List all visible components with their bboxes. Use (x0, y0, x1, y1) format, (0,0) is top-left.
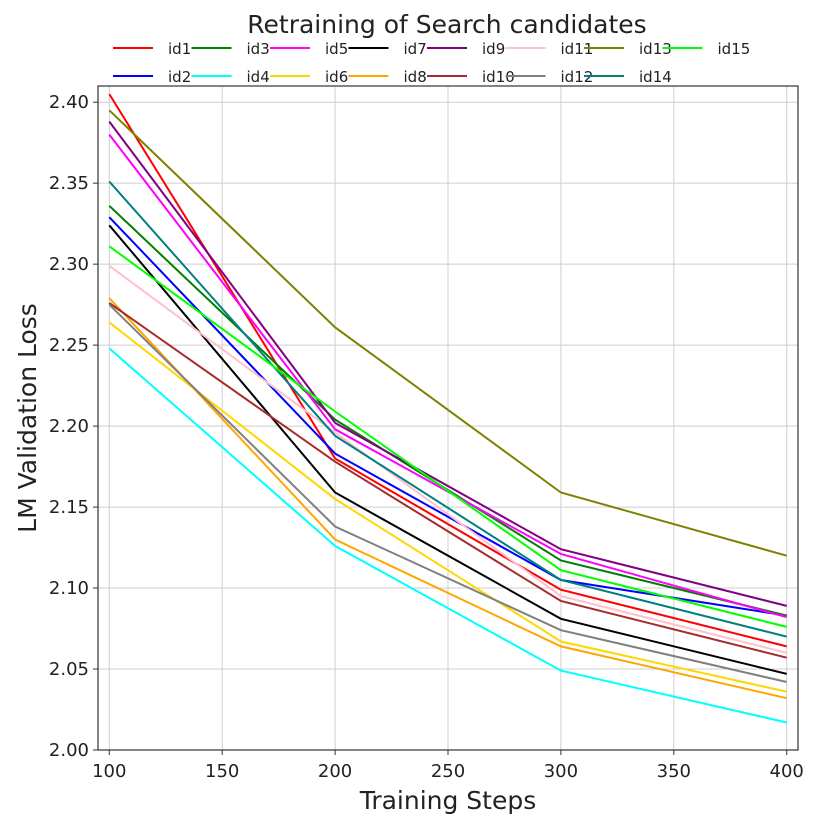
legend-label: id12 (561, 68, 594, 86)
y-tick-label: 2.30 (49, 254, 89, 275)
legend-label: id7 (404, 40, 427, 58)
x-tick-label: 100 (92, 761, 126, 782)
series-line-id13 (108, 109, 787, 557)
legend-item-id12: id12 (505, 68, 594, 86)
legend-item-id7: id7 (348, 40, 427, 58)
x-tick-label: 200 (318, 761, 352, 782)
x-tick-label: 250 (431, 761, 465, 782)
legend-item-id3: id3 (191, 40, 270, 58)
y-tick-label: 2.35 (49, 173, 89, 194)
series-line-id1 (108, 93, 787, 648)
y-axis-ticks: 2.00 2.05 2.10 2.15 2.20 2.25 2.30 2.35 2.40 (49, 92, 98, 761)
y-tick-label: 2.00 (49, 740, 89, 761)
legend-label: id9 (482, 40, 505, 58)
series-line-id10 (108, 302, 787, 659)
legend-item-id10: id10 (427, 68, 515, 86)
legend: id1 id2 id3 id4 id5 id6 id7 id8 id9 id10 id11 id12 i… (113, 40, 750, 86)
legend-label: id1 (168, 40, 191, 58)
legend-label: id2 (168, 68, 191, 86)
x-axis-label: Training Steps (359, 786, 537, 815)
legend-item-id2: id2 (113, 68, 191, 86)
series-line-id12 (108, 303, 787, 683)
legend-item-id1: id1 (113, 40, 191, 58)
legend-label: id5 (325, 40, 348, 58)
legend-label: id13 (639, 40, 672, 58)
x-tick-label: 400 (770, 761, 804, 782)
legend-item-id11: id11 (505, 40, 594, 58)
legend-label: id11 (561, 40, 594, 58)
series-line-id14 (108, 180, 787, 638)
legend-label: id14 (639, 68, 672, 86)
y-tick-label: 2.15 (49, 497, 89, 518)
y-tick-label: 2.20 (49, 416, 89, 437)
series-line-id9 (108, 121, 787, 607)
series-lines (108, 93, 787, 724)
x-tick-label: 150 (205, 761, 239, 782)
y-tick-label: 2.05 (49, 659, 89, 680)
series-line-id6 (108, 321, 787, 693)
legend-item-id8: id8 (348, 68, 427, 86)
y-tick-label: 2.10 (49, 578, 89, 599)
legend-label: id6 (325, 68, 348, 86)
x-tick-label: 350 (657, 761, 691, 782)
legend-label: id15 (718, 40, 751, 58)
legend-label: id8 (404, 68, 427, 86)
series-line-id4 (108, 347, 787, 724)
series-line-id15 (108, 245, 787, 628)
legend-item-id15: id15 (662, 40, 751, 58)
legend-item-id14: id14 (584, 68, 672, 86)
x-axis-ticks: 100 150 200 250 300 350 400 (92, 750, 804, 782)
legend-label: id10 (482, 68, 515, 86)
legend-item-id4: id4 (191, 68, 270, 86)
series-line-id7 (108, 224, 787, 675)
y-tick-label: 2.40 (49, 92, 89, 113)
x-tick-label: 300 (544, 761, 578, 782)
legend-label: id4 (247, 68, 270, 86)
chart-title: Retraining of Search candidates (247, 10, 646, 39)
legend-item-id6: id6 (270, 68, 348, 86)
series-line-id8 (108, 297, 787, 700)
legend-item-id13: id13 (584, 40, 672, 58)
legend-item-id5: id5 (270, 40, 348, 58)
legend-item-id9: id9 (427, 40, 505, 58)
series-line-id11 (108, 264, 787, 654)
y-axis-label: LM Validation Loss (13, 303, 42, 533)
legend-label: id3 (247, 40, 270, 58)
y-tick-label: 2.25 (49, 335, 89, 356)
